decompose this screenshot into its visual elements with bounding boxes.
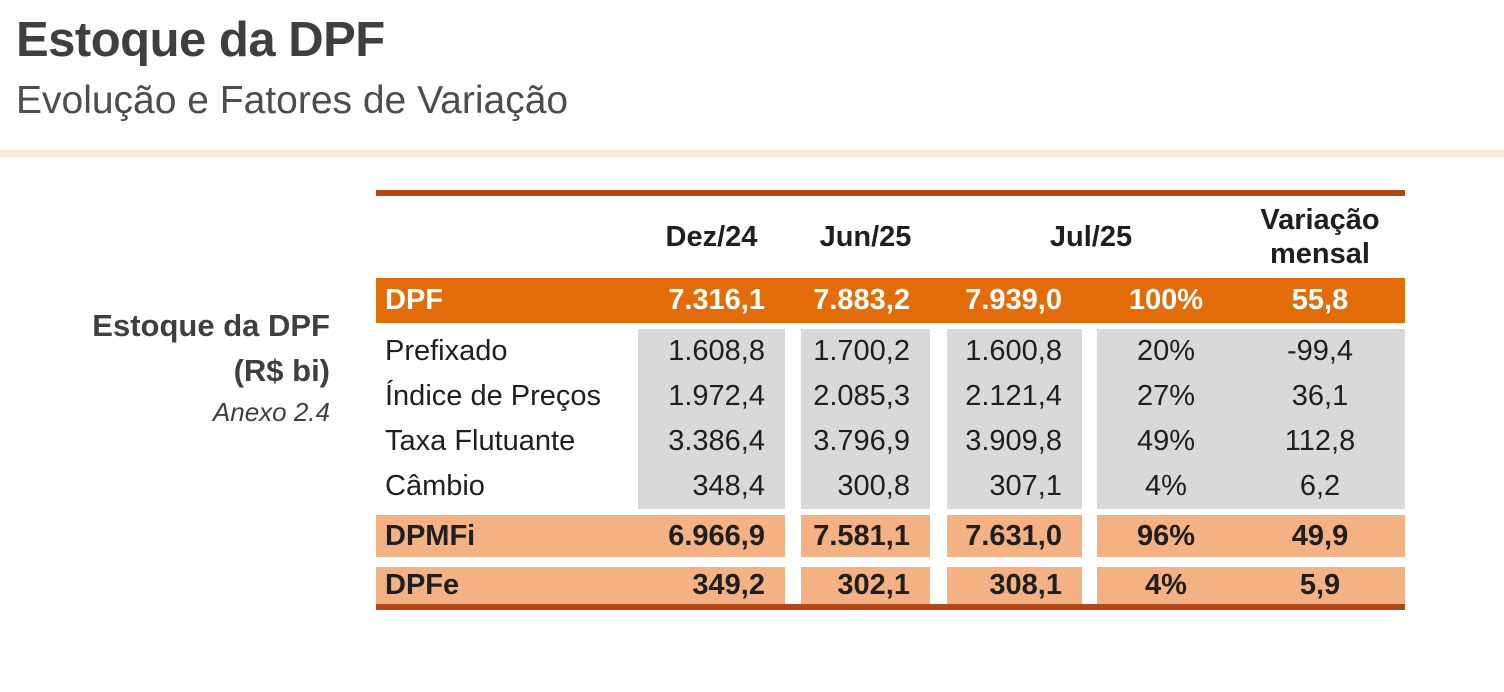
cell-variacao-mensal: 36,1 xyxy=(1235,374,1405,419)
col-gap xyxy=(930,278,947,323)
table-row-dpfe: DPFe 349,2 302,1 308,1 4% 5,9 xyxy=(376,567,1405,604)
cell-dez24: 348,4 xyxy=(638,464,785,509)
cell-label: Taxa Flutuante xyxy=(385,425,576,457)
table-row-prefixado: Prefixado 1.608,8 1.700,2 1.600,8 20% -9… xyxy=(376,329,1405,374)
cell-jul25: 3.909,8 xyxy=(947,419,1082,464)
table-caption-title: Estoque da DPF xyxy=(92,308,330,343)
col-gap xyxy=(785,374,801,419)
col-gap xyxy=(785,419,801,464)
cell-dez24: 7.316,1 xyxy=(668,284,765,316)
cell-variacao-mensal: 55,8 xyxy=(1291,284,1349,316)
dpf-table: Dez/24 Jun/25 Jul/25 Variação mensal DPF… xyxy=(376,190,1405,610)
title-divider-rule xyxy=(0,150,1504,157)
page-subtitle: Evolução e Fatores de Variação xyxy=(16,79,569,123)
cell-jun25: 1.700,2 xyxy=(801,329,930,374)
table-caption-unit: (R$ bi) xyxy=(233,353,330,388)
cell-share: 96% xyxy=(1097,515,1235,557)
col-header-variacao-line1: Variação xyxy=(1260,204,1380,236)
table-caption-annex: Anexo 2.4 xyxy=(212,397,330,427)
cell-variacao-mensal: -99,4 xyxy=(1235,329,1405,374)
table-row-indice-de-precos: Índice de Preços 1.972,4 2.085,3 2.121,4… xyxy=(376,374,1405,419)
row-spacer xyxy=(376,557,1405,567)
col-gap xyxy=(930,196,947,278)
col-gap xyxy=(785,278,801,323)
col-header-jul25: Jul/25 xyxy=(1049,220,1133,253)
col-header-dez24: Dez/24 xyxy=(665,220,758,253)
cell-jun25: 7.883,2 xyxy=(813,284,910,316)
cell-variacao-mensal: 49,9 xyxy=(1235,515,1405,557)
col-gap xyxy=(1082,464,1097,509)
table-bottom-border xyxy=(376,604,1405,610)
cell-jul25: 7.939,0 xyxy=(965,284,1062,316)
cell-variacao-mensal: 5,9 xyxy=(1235,567,1405,604)
cell-share: 27% xyxy=(1097,374,1235,419)
cell-jul25: 308,1 xyxy=(947,567,1082,604)
cell-dez24: 1.972,4 xyxy=(638,374,785,419)
col-header-variacao-line2: mensal xyxy=(1270,238,1370,270)
col-gap xyxy=(1082,278,1097,323)
table-header-row: Dez/24 Jun/25 Jul/25 Variação mensal xyxy=(376,196,1405,278)
col-gap xyxy=(785,329,801,374)
cell-jun25: 7.581,1 xyxy=(801,515,930,557)
cell-jul25: 307,1 xyxy=(947,464,1082,509)
header-block: Estoque da DPF Evolução e Fatores de Var… xyxy=(16,12,568,123)
page-title: Estoque da DPF xyxy=(16,13,385,67)
col-gap xyxy=(1082,515,1097,557)
cell-variacao-mensal: 112,8 xyxy=(1235,419,1405,464)
col-gap xyxy=(785,567,801,604)
col-gap xyxy=(785,464,801,509)
col-gap xyxy=(1082,567,1097,604)
cell-share: 20% xyxy=(1097,329,1235,374)
cell-label: Câmbio xyxy=(385,470,485,502)
col-gap xyxy=(930,374,947,419)
cell-share: 100% xyxy=(1128,284,1204,316)
cell-dez24: 6.966,9 xyxy=(638,515,785,557)
cell-jun25: 2.085,3 xyxy=(801,374,930,419)
table-row-dpmfi: DPMFi 6.966,9 7.581,1 7.631,0 96% 49,9 xyxy=(376,515,1405,557)
col-gap xyxy=(930,515,947,557)
cell-jun25: 302,1 xyxy=(801,567,930,604)
table-row-dpf: DPF 7.316,1 7.883,2 7.939,0 100% 55,8 xyxy=(376,278,1405,323)
cell-jul25: 2.121,4 xyxy=(947,374,1082,419)
col-gap xyxy=(785,196,801,278)
cell-jul25: 1.600,8 xyxy=(947,329,1082,374)
cell-dez24: 3.386,4 xyxy=(638,419,785,464)
cell-label: Prefixado xyxy=(385,335,508,367)
table-row-taxa-flutuante: Taxa Flutuante 3.386,4 3.796,9 3.909,8 4… xyxy=(376,419,1405,464)
cell-label: Índice de Preços xyxy=(385,380,602,412)
cell-jun25: 300,8 xyxy=(801,464,930,509)
cell-share: 4% xyxy=(1097,464,1235,509)
table-row-cambio: Câmbio 348,4 300,8 307,1 4% 6,2 xyxy=(376,464,1405,509)
col-gap xyxy=(930,419,947,464)
cell-jun25: 3.796,9 xyxy=(801,419,930,464)
cell-variacao-mensal: 6,2 xyxy=(1235,464,1405,509)
col-header-variacao-mensal: Variação mensal xyxy=(1235,196,1405,278)
table-top-border xyxy=(376,190,1405,196)
col-header-jun25: Jun/25 xyxy=(819,220,912,253)
cell-label: DPF xyxy=(385,284,443,316)
col-gap xyxy=(1082,419,1097,464)
col-gap xyxy=(930,567,947,604)
cell-label: DPFe xyxy=(376,567,638,604)
table-caption: Estoque da DPF (R$ bi) Anexo 2.4 xyxy=(0,303,330,431)
col-header-empty xyxy=(376,196,638,278)
cell-dez24: 1.608,8 xyxy=(638,329,785,374)
cell-share: 4% xyxy=(1097,567,1235,604)
cell-jul25: 7.631,0 xyxy=(947,515,1082,557)
cell-dez24: 349,2 xyxy=(638,567,785,604)
col-gap xyxy=(930,329,947,374)
cell-share: 49% xyxy=(1097,419,1235,464)
cell-label: DPMFi xyxy=(376,515,638,557)
col-gap xyxy=(1082,329,1097,374)
col-gap xyxy=(1082,374,1097,419)
col-gap xyxy=(785,515,801,557)
col-gap xyxy=(930,464,947,509)
